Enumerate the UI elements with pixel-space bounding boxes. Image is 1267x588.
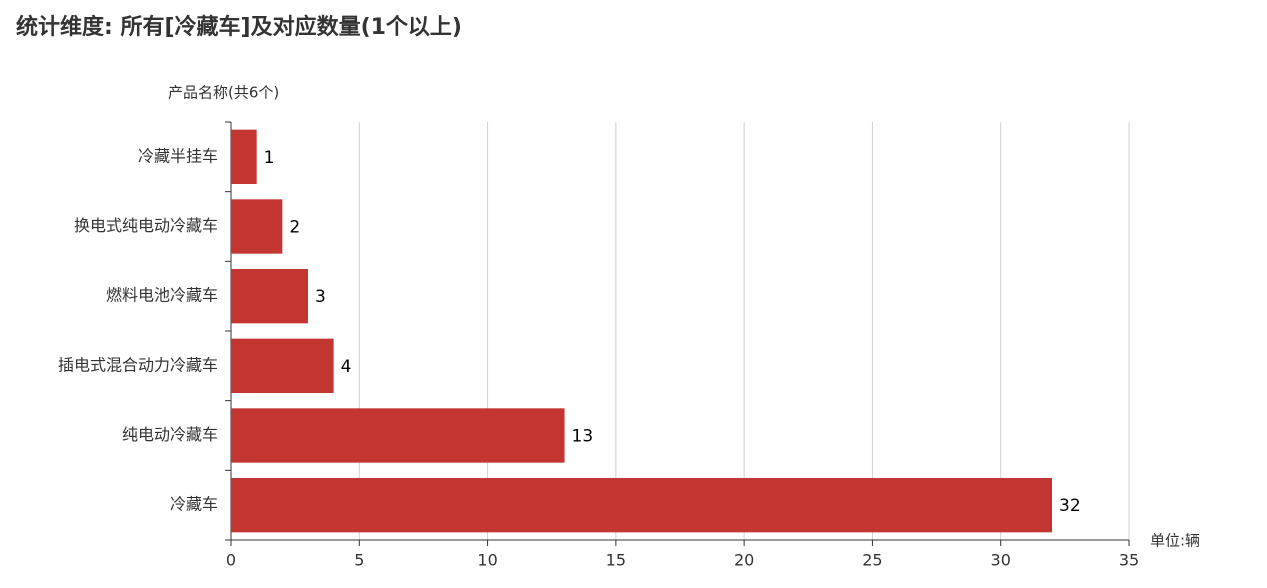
y-tick-label: 燃料电池冷藏车	[106, 286, 218, 305]
chart-title: 统计维度: 所有[冷藏车]及对应数量(1个以上)	[16, 14, 462, 40]
bar	[231, 268, 308, 324]
value-label: 1	[264, 148, 275, 168]
x-tick-label: 30	[991, 551, 1011, 570]
x-tick-label: 15	[606, 551, 626, 570]
bar	[231, 408, 565, 463]
y-tick-label: 冷藏车	[170, 495, 218, 514]
value-label: 32	[1059, 496, 1081, 516]
x-tick-label: 0	[226, 551, 236, 570]
x-tick-label: 5	[354, 551, 364, 570]
x-tick-label: 25	[862, 551, 882, 570]
y-tick-label: 插电式混合动力冷藏车	[58, 355, 218, 374]
bar	[231, 477, 1053, 533]
y-tick-label: 冷藏半挂车	[138, 146, 218, 165]
x-tick-label: 10	[477, 551, 497, 570]
y-tick-label: 纯电动冷藏车	[122, 425, 218, 444]
x-tick-label: 20	[734, 551, 754, 570]
bar	[231, 129, 257, 185]
bar	[231, 199, 283, 254]
bar	[231, 338, 334, 394]
value-label: 4	[341, 357, 352, 377]
value-label: 13	[572, 427, 594, 447]
y-tick-label: 换电式纯电动冷藏车	[74, 216, 218, 235]
value-label: 3	[315, 287, 326, 307]
x-tick-label: 35	[1119, 551, 1139, 570]
x-axis-label: 单位:辆	[1150, 532, 1200, 550]
value-label: 2	[289, 218, 300, 238]
y-axis-label: 产品名称(共6个)	[168, 84, 279, 102]
